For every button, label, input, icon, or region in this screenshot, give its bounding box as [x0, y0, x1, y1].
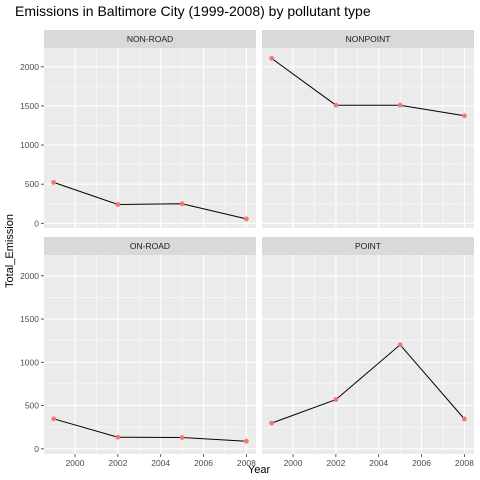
x-tick-label: 2002 [108, 458, 127, 468]
y-tick-label: 2000 [20, 62, 39, 72]
facet-strip [262, 237, 474, 255]
y-tick-label: 500 [25, 401, 39, 411]
x-tick-label: 2004 [151, 458, 170, 468]
facet-strip [262, 30, 474, 48]
x-tick-label: 2000 [284, 458, 303, 468]
panel-background [262, 255, 474, 454]
facet-strip-label: NON-ROAD [127, 34, 173, 44]
y-tick-label: 1500 [20, 101, 39, 111]
data-point [269, 420, 275, 426]
x-tick-label: 2008 [237, 458, 256, 468]
y-axis-ticks: 0 500 1000 1500 2000 0 500 1000 1500 2000 [20, 62, 44, 454]
series-line [271, 344, 465, 424]
series-line [53, 181, 247, 220]
x-tick-label: 2000 [66, 458, 85, 468]
data-point [179, 435, 185, 440]
x-axis-ticks: 2000 2002 2004 2006 2008 2000 2002 2004 2006 2008 [66, 454, 474, 468]
data-point [243, 438, 249, 444]
x-tick-label: 2006 [194, 458, 213, 468]
facet-on-road: ON-ROAD [44, 237, 256, 454]
x-axis-label: Year [248, 464, 271, 476]
data-point [461, 113, 467, 119]
series-line [53, 418, 247, 442]
facet-panels: NON-ROAD NONPOINT ON-ROAD POINT [44, 30, 474, 454]
facet-non-road: NON-ROAD [44, 30, 256, 228]
y-tick-label: 1000 [20, 140, 39, 150]
facet-strip-label: ON-ROAD [130, 241, 170, 251]
facet-strip-label: NONPOINT [346, 34, 391, 44]
y-tick-label: 1000 [20, 357, 39, 367]
series-line [271, 57, 465, 117]
data-point [333, 397, 339, 402]
facet-strip [44, 30, 256, 48]
x-tick-label: 2002 [326, 458, 345, 468]
data-point [461, 416, 467, 422]
y-tick-label: 2000 [20, 271, 39, 281]
panel-background [44, 255, 256, 454]
data-point [269, 55, 275, 61]
data-point [397, 102, 403, 108]
chart-title: Emissions in Baltimore City (1999-2008) … [15, 3, 371, 19]
facet-nonpoint: NONPOINT [262, 30, 474, 228]
y-tick-label: 1500 [20, 314, 39, 324]
y-axis-label: Total_Emission [4, 214, 16, 288]
y-tick-label: 0 [34, 218, 39, 228]
data-point [51, 416, 57, 422]
x-tick-label: 2004 [369, 458, 388, 468]
data-point [115, 434, 121, 440]
panel-background [262, 48, 474, 228]
panel-background [44, 48, 256, 228]
data-point [397, 342, 403, 348]
facet-strip-label: POINT [355, 241, 381, 251]
facet-strip [44, 237, 256, 255]
facet-point: POINT [262, 237, 474, 454]
data-point [51, 179, 57, 185]
data-point [115, 202, 121, 207]
y-tick-label: 0 [34, 444, 39, 454]
x-tick-label: 2006 [412, 458, 431, 468]
data-point [179, 201, 185, 207]
y-tick-label: 500 [25, 179, 39, 189]
data-point [243, 216, 249, 222]
data-point [333, 102, 339, 108]
x-tick-label: 2008 [455, 458, 474, 468]
